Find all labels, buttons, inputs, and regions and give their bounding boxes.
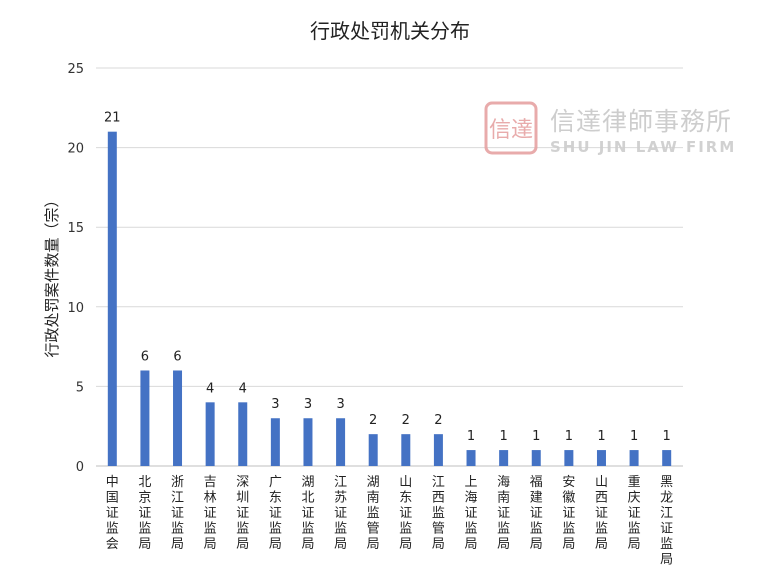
data-label: 6 [173,349,181,364]
data-label: 1 [532,429,540,444]
bar [433,434,443,466]
category-label: 北京证监局 [138,475,151,552]
data-label: 1 [565,429,573,444]
bar [303,418,313,466]
category-label: 江西监管局 [432,475,445,552]
data-label: 2 [369,413,377,428]
bars [107,131,672,466]
category-label: 湖南监管局 [367,475,380,552]
bar [499,450,509,466]
category-label: 海南证监局 [497,475,510,552]
bar [531,450,541,466]
category-label: 黑龙江证监局 [660,475,673,568]
data-label: 3 [336,397,344,412]
data-label: 3 [271,397,279,412]
y-tick-label: 15 [67,221,84,236]
gridlines [96,67,683,467]
category-label: 山西证监局 [595,475,608,552]
category-label: 吉林证监局 [204,475,217,552]
chart-title: 行政处罚机关分布 [310,19,470,43]
data-label: 4 [239,381,247,396]
category-label: 中国证监会 [106,475,119,552]
data-label: 1 [499,429,507,444]
y-tick-label: 10 [67,301,84,316]
watermark-seal-text: 信達 [489,118,533,143]
y-tick-label: 5 [76,380,84,395]
data-labels: 216 64 43 3 32 2 21 1 1 1 1 1 1 [104,111,671,444]
data-label: 1 [663,429,671,444]
y-tick-label: 25 [67,62,84,77]
data-label: 1 [597,429,605,444]
bar [466,450,476,466]
bar [564,450,574,466]
watermark-name-en: SHU JIN LAW FIRM [550,138,736,156]
category-label: 深圳证监局 [236,475,249,552]
data-label: 2 [402,413,410,428]
data-label: 4 [206,381,214,396]
watermark-seal [484,101,538,155]
data-label: 21 [104,111,121,126]
bar [107,131,117,466]
bar [173,370,183,466]
category-label: 山东证监局 [399,475,412,552]
y-tick-label: 0 [76,460,84,475]
category-label: 湖北证监局 [301,475,314,552]
category-labels: 中国证监会 北京证监局 浙江证监局 吉林证监局 深圳证监局 广东证监局 湖北证监局 江苏证监局… [106,474,673,568]
category-label: 安徽证监局 [562,475,575,552]
y-tick-label: 20 [67,142,84,157]
category-label: 浙江证监局 [171,475,184,552]
category-label: 重庆证监局 [628,474,641,552]
category-label: 广东证监局 [269,475,282,552]
data-label: 3 [304,397,312,412]
category-label: 福建证监局 [530,475,543,552]
data-label: 1 [467,429,475,444]
law-firm-watermark: 信達 信達律師事務所 SHU JIN LAW FIRM [484,101,736,156]
bar [629,450,639,466]
bar [401,434,411,466]
bar [336,418,346,466]
category-label: 上海证监局 [465,475,478,552]
bar [662,450,672,466]
watermark-name-cn: 信達律師事務所 [550,107,732,136]
data-label: 2 [434,413,442,428]
bar [238,402,248,466]
y-axis-ticks: 0 5 10 15 20 25 [67,62,84,475]
bar [368,434,378,466]
bar [270,418,280,466]
y-axis-label: 行政处罚案件数量（宗） [43,192,61,357]
bar [596,450,606,466]
bar [140,370,150,466]
bar [205,402,215,466]
category-label: 江苏证监局 [334,475,347,552]
data-label: 1 [630,429,638,444]
data-label: 6 [141,349,149,364]
